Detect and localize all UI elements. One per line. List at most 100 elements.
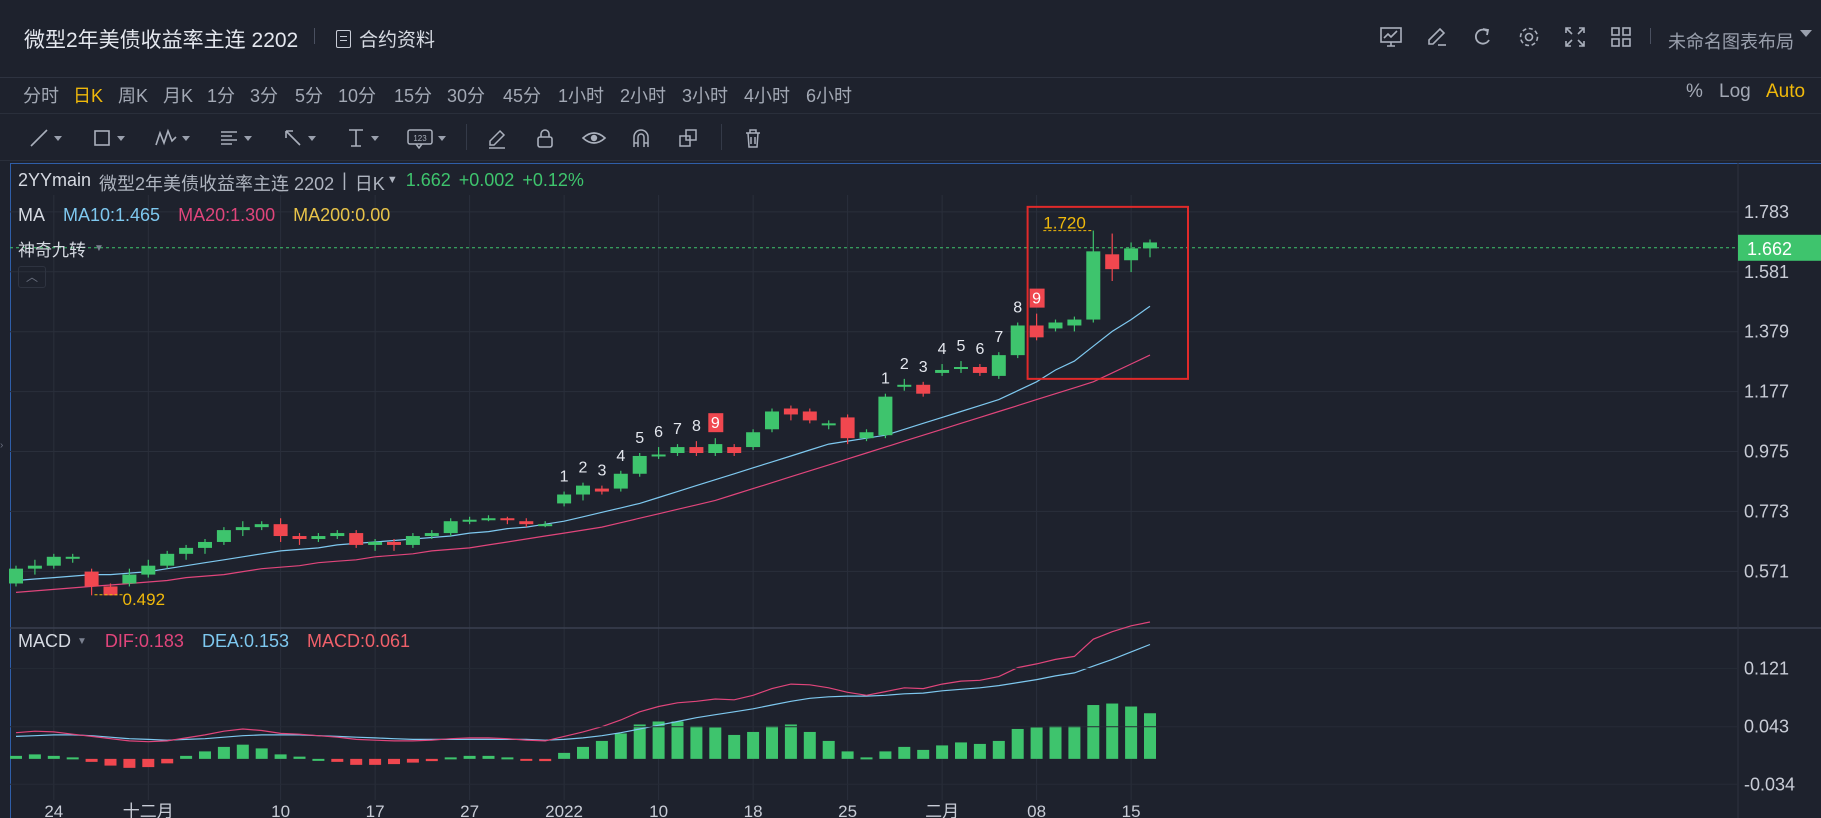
td-count-label: 3: [597, 463, 606, 480]
macd-bar: [822, 740, 835, 759]
candle-body: [103, 586, 118, 596]
chevron-down-icon[interactable]: [1800, 30, 1812, 37]
td-count-label: 9: [1032, 291, 1041, 308]
lock-drawings-button[interactable]: [534, 125, 574, 151]
undo-icon[interactable]: [1470, 24, 1496, 50]
edit-icon[interactable]: [1424, 24, 1450, 50]
period-3[interactable]: 月K: [163, 86, 194, 106]
td-nine-box: [1029, 288, 1045, 308]
chart-template-icon[interactable]: [1378, 24, 1404, 50]
period-10[interactable]: 45分: [503, 86, 542, 106]
indicator-label[interactable]: 神奇九转: [18, 241, 86, 260]
arrow-icon: [285, 130, 301, 146]
macd-bar: [406, 758, 419, 763]
td-count-label: 7: [994, 329, 1003, 346]
chevron-down-icon[interactable]: ▼: [77, 636, 87, 647]
period-9[interactable]: 30分: [447, 86, 486, 106]
collapse-legend-button[interactable]: ︿: [18, 266, 46, 288]
macd-bar: [1087, 705, 1100, 759]
macd-bar: [28, 754, 41, 759]
macd-bar: [1106, 703, 1119, 759]
macd-bar: [690, 725, 703, 759]
label-tool[interactable]: 123: [406, 125, 446, 151]
period-1[interactable]: 日K: [73, 86, 104, 106]
ma20-line: [15, 354, 1151, 593]
macd-bar: [671, 721, 684, 759]
drawing-toolbar: [0, 115, 1821, 161]
pattern-icon: [155, 128, 177, 146]
dea-line: [15, 643, 1151, 741]
pattern-tool[interactable]: [154, 125, 194, 151]
period-5[interactable]: 3分: [250, 86, 279, 106]
candle-body: [1067, 319, 1082, 326]
layout-name[interactable]: 未命名图表布局: [1668, 32, 1794, 52]
ma-label[interactable]: MA: [18, 205, 45, 225]
macd-label[interactable]: MACD: [18, 631, 71, 651]
period-14[interactable]: 4小时: [744, 86, 791, 106]
period-8[interactable]: 15分: [394, 86, 433, 106]
measure-tool[interactable]: [345, 125, 385, 151]
period-11[interactable]: 1小时: [558, 86, 605, 106]
candle-body: [519, 521, 534, 525]
candle-body: [405, 536, 420, 545]
macd-bar: [217, 746, 230, 759]
contract-info-button[interactable]: 合约资料: [336, 25, 435, 52]
brush-tool[interactable]: [486, 125, 526, 151]
trend-line-tool[interactable]: [28, 125, 68, 151]
candle-body: [141, 565, 156, 575]
header-divider-right: [1650, 28, 1651, 44]
indicator-legend[interactable]: 神奇九转 ▼: [18, 236, 104, 261]
td-count-label: 8: [1013, 300, 1022, 317]
symbol-title[interactable]: 微型2年美债收益率主连 2202: [24, 29, 299, 52]
macd-bar: [161, 758, 174, 764]
candle-body: [613, 473, 628, 489]
period-2[interactable]: 周K: [118, 86, 149, 106]
macd-bar: [595, 740, 608, 759]
fibonacci-tool[interactable]: [218, 125, 258, 151]
time-tick-label: 2022: [545, 802, 583, 818]
time-tick-label: 十二月: [123, 802, 174, 818]
macd-bar: [85, 758, 98, 762]
period-0[interactable]: 分时: [23, 86, 59, 106]
chevron-down-icon: [308, 135, 316, 141]
label-icon: 123: [407, 129, 433, 149]
auto-scale-toggle[interactable]: Auto: [1766, 81, 1806, 102]
period-12[interactable]: 2小时: [620, 86, 667, 106]
period-15[interactable]: 6小时: [806, 86, 853, 106]
toggle-visibility-button[interactable]: [581, 125, 621, 151]
macd-bar: [1049, 725, 1062, 759]
panel-expand-handle[interactable]: ›: [0, 440, 4, 451]
log-scale-toggle[interactable]: Log: [1719, 81, 1751, 102]
shape-tool[interactable]: [91, 125, 131, 151]
period-6[interactable]: 5分: [295, 86, 324, 106]
chevron-down-icon[interactable]: ▼: [94, 243, 104, 254]
magnet-mode-button[interactable]: [630, 125, 670, 151]
header-actions: [1378, 24, 1634, 50]
last-price-tag: [1738, 234, 1821, 261]
macd-tick-label: 0.121: [1744, 658, 1789, 678]
period-7[interactable]: 10分: [338, 86, 377, 106]
layout-grid-icon[interactable]: [1608, 24, 1634, 50]
macd-bar: [955, 742, 967, 759]
settings-icon[interactable]: [1516, 24, 1542, 50]
legend-interval[interactable]: 日K: [354, 174, 385, 194]
candle-body: [557, 494, 572, 504]
time-tick-label: 10: [649, 802, 668, 818]
clone-drawing-button[interactable]: [677, 125, 717, 151]
candle-body: [576, 485, 590, 495]
delete-drawings-button[interactable]: [742, 125, 782, 151]
chevron-down-icon[interactable]: ▼: [386, 174, 398, 186]
arrow-tool[interactable]: [282, 125, 322, 151]
period-4[interactable]: 1分: [207, 86, 236, 106]
percent-scale-toggle[interactable]: %: [1686, 81, 1703, 102]
svg-text:123: 123: [413, 134, 427, 143]
legend-symbol: 2YYmain: [18, 170, 92, 190]
legend-change-pct: +0.12%: [522, 170, 584, 190]
candle-body: [311, 536, 326, 539]
period-13[interactable]: 3小时: [682, 86, 729, 106]
candle-body: [330, 533, 345, 537]
ma200-value: MA200:0.00: [293, 205, 391, 225]
fullscreen-icon[interactable]: [1562, 24, 1588, 50]
dea-value: DEA:0.153: [201, 631, 290, 651]
